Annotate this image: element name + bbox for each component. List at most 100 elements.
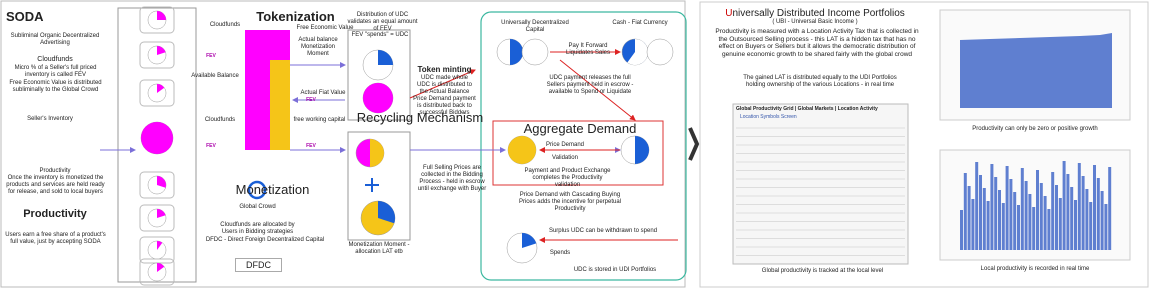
text: Spends — [549, 250, 571, 256]
bar-deco — [1074, 200, 1077, 250]
bar-deco — [979, 175, 982, 250]
pie-slice — [157, 11, 166, 20]
pie-slice — [510, 39, 523, 65]
text: Free Economic Value — [296, 25, 354, 31]
grid-screenshot — [732, 103, 909, 265]
pie-slice — [627, 39, 649, 65]
bar-deco — [1055, 185, 1058, 250]
text: Location Symbols Screen — [740, 114, 797, 120]
text: Productivity — [39, 168, 71, 174]
bar-deco — [1093, 165, 1096, 250]
bar-deco — [1047, 209, 1051, 250]
bar-deco — [1036, 170, 1039, 250]
bar-deco — [986, 201, 990, 250]
bar-deco — [1017, 205, 1020, 250]
bar-deco — [990, 164, 994, 250]
pie-slice — [141, 122, 173, 154]
fev-label: FEV — [206, 53, 216, 59]
pie-slice — [363, 83, 393, 113]
monetization-box — [347, 131, 411, 241]
bar-deco — [963, 173, 967, 250]
pie-box — [139, 41, 175, 69]
bar-deco — [1108, 167, 1112, 250]
text: Global Crowd — [239, 204, 276, 210]
text: Local productivity is recorded in real t… — [980, 266, 1090, 272]
pie-slice — [157, 263, 165, 272]
fev-box — [347, 29, 411, 121]
title: Tokenization — [256, 9, 335, 24]
text: Price Demand — [545, 142, 584, 148]
text: Monetization Moment - allocation LAT etb — [348, 242, 410, 255]
pie-slice — [157, 46, 166, 55]
pie-box — [139, 6, 175, 34]
bar-deco — [1081, 176, 1085, 250]
text: UDC is stored in UDI Portfolios — [573, 267, 657, 273]
text: DFDC - Direct Foreign Decentralized Capi… — [205, 237, 325, 243]
bar-deco — [1070, 187, 1074, 250]
pie-slice — [157, 176, 166, 188]
text: Micro % of a Seller's full priced invent… — [14, 65, 97, 78]
text: Seller's Inventory — [27, 116, 73, 122]
text: Productivity is measured with a Location… — [715, 28, 919, 58]
bar-deco — [1028, 194, 1032, 250]
text: Cloudfunds — [37, 56, 73, 63]
crowd-icon — [247, 180, 267, 200]
text: UDC made whole — [420, 75, 469, 81]
text: free working capital — [293, 117, 346, 123]
title: Recycling Mechanism — [356, 110, 484, 125]
bar-deco — [971, 199, 975, 250]
bar-deco — [1039, 183, 1043, 250]
chart2-bars — [960, 161, 1112, 250]
text: Token minting — [417, 65, 472, 74]
text: Validation — [552, 155, 578, 161]
fev-label: FEV — [306, 97, 316, 103]
udc-box — [480, 11, 687, 281]
pie-box — [139, 204, 175, 232]
text: Surplus UDC can be withdrawn to spend — [548, 228, 658, 234]
bar-deco — [1020, 168, 1024, 250]
text: Cloudfunds — [204, 117, 236, 123]
pie-box — [139, 171, 175, 199]
text: Free Economic Value is distributed subli… — [9, 80, 102, 93]
pie-slice — [522, 233, 537, 248]
soda-title: SODA — [6, 9, 44, 24]
bar-deco — [1032, 207, 1036, 250]
bar-deco — [967, 186, 971, 250]
bar-deco — [1066, 174, 1070, 250]
arrow — [559, 59, 636, 121]
text: Pay It Forward Liquidates Sales — [565, 43, 611, 56]
fev-label: FEV — [306, 143, 316, 149]
text: Price Demand with Cascading Buying Price… — [518, 192, 622, 212]
text: Subliminal Organic Decentralized Adverti… — [10, 33, 100, 46]
text: Global productivity is tracked at the lo… — [761, 268, 884, 274]
bar-deco — [1096, 178, 1100, 250]
bar-deco — [1085, 189, 1089, 250]
text: UDC payment releases the full Sellers pa… — [546, 75, 634, 95]
text: Once the inventory is monetized the prod… — [6, 175, 105, 195]
bar-deco — [998, 190, 1001, 250]
fev-label: FEV — [206, 143, 216, 149]
text: Price Demand payment is distributed back… — [413, 96, 476, 116]
yellow-bar — [270, 60, 290, 150]
text: Users earn a free share of a product's f… — [5, 232, 106, 245]
pie-box — [139, 258, 175, 286]
chevron — [688, 127, 700, 161]
bar-deco — [1100, 191, 1104, 250]
bar-deco — [1051, 172, 1055, 250]
bar-deco — [1043, 196, 1047, 250]
bar-deco — [982, 188, 986, 250]
bar-deco — [1013, 192, 1017, 250]
text: Global Productivity Grid | Global Market… — [736, 106, 878, 112]
text: Productivity — [23, 208, 87, 220]
bar-deco — [994, 177, 998, 250]
chart1-area — [960, 33, 1112, 108]
text: Full Selling Prices are collected in the… — [417, 165, 487, 192]
pie-column — [117, 7, 197, 283]
right-frame — [699, 1, 1149, 288]
text: Cloudfunds are allocated by Users in Bid… — [220, 222, 295, 235]
text: Actual Fiat Value — [300, 90, 346, 96]
dfdc-logo: DFDC — [235, 258, 282, 272]
pie — [646, 38, 674, 66]
text: UDC is distributed to the Actual Balance — [416, 82, 473, 95]
